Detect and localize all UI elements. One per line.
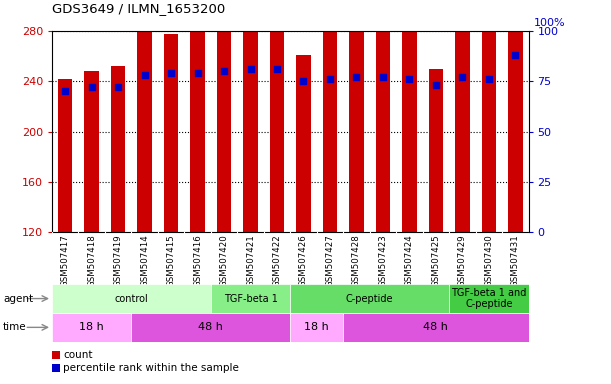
Text: GSM507417: GSM507417 — [60, 234, 70, 287]
Bar — [402, 31, 417, 232]
Bar — [217, 0, 232, 232]
Bar — [290, 284, 449, 313]
Text: 100%: 100% — [534, 18, 566, 28]
Bar — [508, 0, 522, 232]
Point — [272, 66, 282, 72]
Text: count: count — [63, 350, 92, 360]
Text: TGF-beta 1 and
C-peptide: TGF-beta 1 and C-peptide — [451, 288, 527, 310]
Text: GSM507425: GSM507425 — [431, 234, 441, 287]
Point — [510, 52, 520, 58]
Point — [60, 88, 70, 94]
Bar — [211, 284, 290, 313]
Point — [351, 74, 361, 80]
Point — [87, 84, 97, 90]
Point — [404, 76, 414, 82]
Text: 18 h: 18 h — [304, 322, 329, 333]
Text: GSM507418: GSM507418 — [87, 234, 96, 287]
Point — [299, 78, 309, 84]
Text: GSM507419: GSM507419 — [114, 234, 123, 287]
Text: GSM507426: GSM507426 — [299, 234, 308, 287]
Point — [458, 74, 467, 80]
Text: GSM507428: GSM507428 — [352, 234, 361, 287]
Text: GDS3649 / ILMN_1653200: GDS3649 / ILMN_1653200 — [52, 2, 225, 15]
Text: GSM507429: GSM507429 — [458, 234, 467, 287]
Text: GSM507421: GSM507421 — [246, 234, 255, 287]
Text: control: control — [114, 293, 148, 304]
Bar — [111, 66, 125, 232]
Text: time: time — [3, 322, 27, 333]
Point — [484, 76, 494, 82]
Bar — [137, 8, 152, 232]
Text: GSM507424: GSM507424 — [405, 234, 414, 287]
Point — [140, 72, 150, 78]
Bar — [243, 0, 258, 232]
Bar — [296, 55, 311, 232]
Text: TGF-beta 1: TGF-beta 1 — [224, 293, 277, 304]
Point — [192, 70, 202, 76]
Text: GSM507427: GSM507427 — [326, 234, 334, 287]
Bar — [481, 18, 496, 232]
Bar — [323, 30, 337, 232]
Text: GSM507423: GSM507423 — [378, 234, 387, 287]
Bar — [449, 284, 529, 313]
Bar — [190, 22, 205, 232]
Text: 48 h: 48 h — [423, 322, 448, 333]
Point — [219, 68, 229, 74]
Text: 18 h: 18 h — [79, 322, 104, 333]
Bar — [58, 79, 73, 232]
Point — [113, 84, 123, 90]
Bar — [376, 22, 390, 232]
Point — [378, 74, 388, 80]
Text: GSM507431: GSM507431 — [511, 234, 520, 287]
Text: GSM507416: GSM507416 — [193, 234, 202, 287]
Text: GSM507420: GSM507420 — [219, 234, 229, 287]
Bar — [290, 313, 343, 342]
Bar — [164, 35, 178, 232]
Bar — [349, 27, 364, 232]
Bar — [428, 68, 443, 232]
Text: agent: agent — [3, 293, 33, 304]
Text: percentile rank within the sample: percentile rank within the sample — [63, 363, 239, 373]
Point — [431, 82, 441, 88]
Bar — [52, 313, 131, 342]
Bar — [131, 313, 290, 342]
Bar — [455, 8, 470, 232]
Text: GSM507430: GSM507430 — [485, 234, 493, 287]
Bar — [269, 0, 284, 232]
Text: GSM507414: GSM507414 — [140, 234, 149, 287]
Bar — [84, 71, 99, 232]
Text: 48 h: 48 h — [199, 322, 223, 333]
Bar — [52, 284, 211, 313]
Point — [325, 76, 335, 82]
Bar — [343, 313, 529, 342]
Text: GSM507415: GSM507415 — [167, 234, 175, 287]
Text: C-peptide: C-peptide — [346, 293, 393, 304]
Point — [166, 70, 176, 76]
Text: GSM507422: GSM507422 — [273, 234, 282, 287]
Point — [246, 66, 255, 72]
